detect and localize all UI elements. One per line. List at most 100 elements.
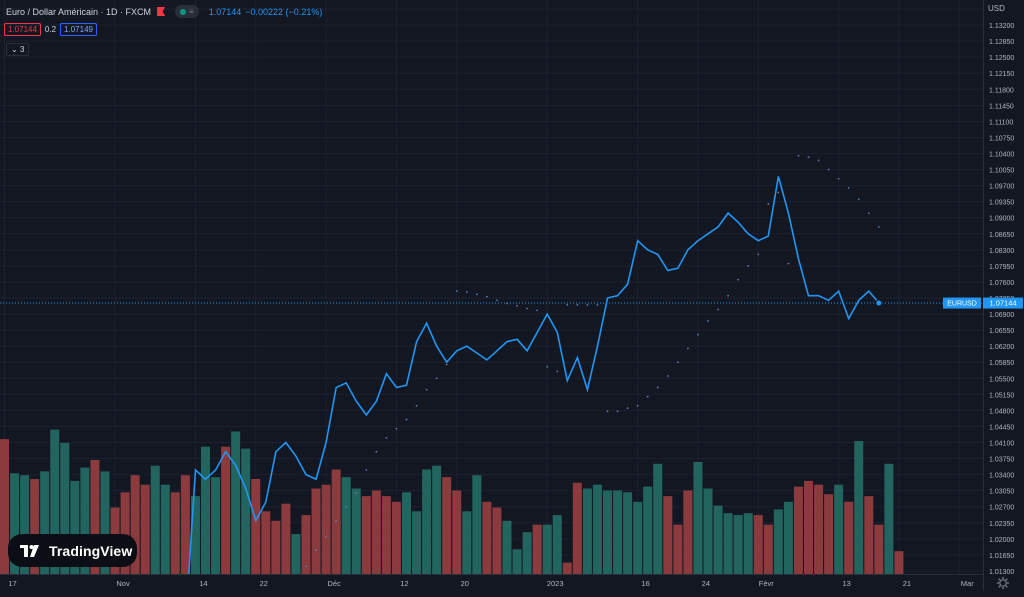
sar-dot bbox=[556, 370, 559, 373]
volume-bar bbox=[170, 492, 180, 574]
volume-bar bbox=[814, 484, 824, 574]
sar-dot bbox=[767, 203, 770, 205]
volume-bar bbox=[231, 431, 241, 574]
x-tick-label: 13 bbox=[842, 579, 850, 588]
sar-dot bbox=[375, 450, 378, 453]
volume-bar bbox=[693, 461, 703, 574]
bid-ask-panel: 1.07144 0.2 1.07149 bbox=[4, 23, 97, 36]
volume-bar bbox=[311, 488, 321, 574]
price-chart[interactable] bbox=[0, 0, 983, 574]
sell-button[interactable]: 1.07144 bbox=[4, 23, 41, 36]
y-tick-label: 1.09000 bbox=[989, 216, 1014, 223]
volume-bar bbox=[442, 477, 452, 574]
sar-dot bbox=[807, 156, 810, 159]
volume-bar bbox=[60, 442, 70, 574]
sar-dot bbox=[475, 293, 478, 296]
volume-bar bbox=[753, 515, 763, 574]
volume-bar bbox=[884, 463, 894, 574]
volume-bar bbox=[291, 534, 301, 574]
flag-icon[interactable] bbox=[157, 7, 166, 16]
volume-bar bbox=[402, 492, 411, 574]
sar-dot bbox=[445, 363, 448, 366]
y-tick-label: 1.04450 bbox=[989, 424, 1014, 431]
volume-bar bbox=[633, 501, 643, 574]
y-tick-label: 1.02700 bbox=[989, 505, 1014, 512]
x-tick-label: 12 bbox=[400, 579, 408, 588]
sar-dot bbox=[737, 278, 740, 281]
volume-bar bbox=[190, 496, 200, 574]
volume-bar bbox=[10, 473, 20, 574]
volume-bar bbox=[351, 488, 361, 574]
currency-label[interactable]: USD bbox=[988, 4, 1005, 13]
volume-bar bbox=[70, 480, 80, 574]
y-tick-label: 1.04800 bbox=[989, 408, 1014, 415]
volume-bar bbox=[331, 469, 341, 574]
y-tick-label: 1.11100 bbox=[989, 119, 1013, 126]
y-tick-label: 1.07950 bbox=[989, 264, 1014, 271]
symbol-title[interactable]: Euro / Dollar Américain · 1D · FXCM bbox=[6, 6, 152, 17]
x-tick-label: Déc bbox=[327, 579, 341, 588]
volume-bar bbox=[683, 490, 693, 574]
volume-bar bbox=[874, 524, 884, 574]
volume-bar bbox=[743, 513, 753, 574]
price-series-line bbox=[187, 176, 880, 574]
sar-dot bbox=[747, 264, 750, 267]
volume-bar bbox=[592, 484, 602, 574]
tradingview-logo-icon bbox=[20, 544, 39, 557]
market-open-icon bbox=[180, 8, 187, 15]
volume-bar bbox=[50, 429, 60, 574]
volume-bar bbox=[562, 562, 572, 574]
sar-dot bbox=[546, 365, 549, 368]
market-status-pill[interactable]: ≡ bbox=[175, 5, 199, 18]
price-label: EURUSD 1.07144 bbox=[943, 297, 1023, 309]
y-tick-label: 1.03050 bbox=[989, 489, 1014, 496]
volume-bar bbox=[653, 463, 663, 574]
volume-bar bbox=[90, 460, 100, 574]
volume-bar bbox=[723, 513, 733, 574]
y-tick-label: 1.05850 bbox=[989, 360, 1014, 367]
volume-bar bbox=[864, 496, 874, 574]
volume-bar bbox=[30, 479, 40, 574]
chevron-down-icon: ⌄ bbox=[11, 45, 18, 54]
sar-dot bbox=[465, 291, 468, 293]
sar-dot bbox=[666, 375, 669, 377]
y-tick-label: 1.10750 bbox=[989, 135, 1014, 142]
sar-dot bbox=[305, 565, 307, 568]
y-tick-label: 1.06900 bbox=[989, 312, 1014, 319]
volume-bar bbox=[783, 501, 793, 574]
y-tick-label: 1.05150 bbox=[989, 392, 1014, 399]
y-tick-label: 1.02350 bbox=[989, 521, 1014, 528]
y-tick-label: 1.04100 bbox=[989, 441, 1014, 448]
volume-bar bbox=[341, 477, 351, 574]
buy-button[interactable]: 1.07149 bbox=[60, 23, 97, 36]
volume-bar bbox=[301, 515, 311, 574]
sar-dot bbox=[596, 303, 599, 306]
sar-dot bbox=[656, 386, 659, 389]
tradingview-logo[interactable]: TradingView bbox=[8, 534, 137, 567]
sar-dot bbox=[516, 304, 518, 307]
sar-dot bbox=[455, 290, 458, 293]
price-axis[interactable]: USD 1.13200 1.12850 1.12500 1.12150 1.11800 1… bbox=[983, 0, 1024, 591]
sar-dot bbox=[857, 198, 860, 201]
sar-dot bbox=[385, 437, 388, 439]
chart-pane[interactable]: Euro / Dollar Américain · 1D · FXCM ≡ 1.… bbox=[0, 0, 983, 574]
y-tick-label: 1.07600 bbox=[989, 280, 1014, 287]
volume-bar bbox=[673, 524, 683, 574]
x-tick-label: Févr bbox=[759, 579, 775, 588]
volume-bar bbox=[733, 515, 743, 574]
volume-bar bbox=[211, 477, 221, 574]
volume-bar bbox=[613, 490, 623, 574]
chart-legend: Euro / Dollar Américain · 1D · FXCM ≡ 1.… bbox=[6, 5, 322, 18]
settings-gear-icon[interactable] bbox=[996, 576, 1010, 590]
sar-dot bbox=[435, 377, 438, 380]
indicators-toggle[interactable]: ⌄ 3 bbox=[6, 43, 30, 56]
volume-bar bbox=[532, 524, 542, 574]
sar-dot bbox=[636, 404, 639, 407]
menu-icon: ≡ bbox=[189, 7, 194, 16]
volume-bar bbox=[603, 490, 612, 574]
sar-dot bbox=[526, 307, 528, 310]
volume-bar bbox=[381, 496, 391, 574]
time-axis[interactable]: 17 Nov 14 22 Déc 12 20 2023 16 24 Févr 13 21 Mar bbox=[0, 574, 983, 591]
volume-bar bbox=[241, 448, 251, 574]
volume-bar bbox=[854, 441, 864, 574]
